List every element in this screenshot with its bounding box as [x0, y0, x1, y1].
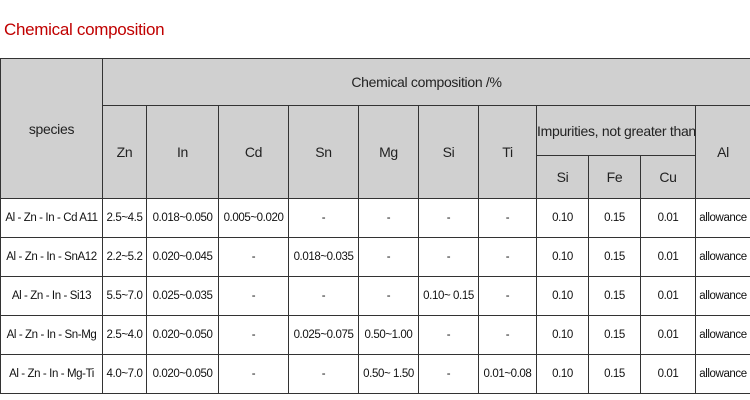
value-cell: 0.15: [588, 354, 641, 394]
value-cell: 2.2~5.2: [102, 237, 147, 277]
title: Chemical composition: [4, 20, 165, 39]
value-cell: 0.020~0.050: [146, 315, 219, 355]
value-cell: 0.01: [640, 237, 696, 277]
value-cell: 0.01: [640, 276, 696, 316]
value-cell: -: [478, 315, 537, 355]
impurity-header: Cu: [640, 155, 696, 199]
value-cell: -: [218, 276, 289, 316]
value-cell: 0.020~0.050: [146, 354, 219, 394]
composition-table: species Chemical composition /% Zn In Cd Sn…: [0, 58, 750, 394]
table-header: species Chemical composition /% Zn In Cd Sn…: [0, 58, 750, 199]
value-cell: -: [218, 354, 289, 394]
element-header: Sn: [288, 105, 359, 199]
value-cell: 4.0~7.0: [102, 354, 147, 394]
value-cell: 2.5~4.0: [102, 315, 147, 355]
value-cell: -: [218, 237, 289, 277]
value-cell: 0.50~1.00: [358, 315, 419, 355]
value-cell: -: [418, 354, 479, 394]
group-header: Chemical composition /%: [101, 58, 750, 106]
value-cell: 0.10: [536, 354, 589, 394]
value-cell: allowance: [694, 237, 750, 277]
impurities-header: Impurities, not greater than: [536, 105, 696, 156]
value-cell: 0.01: [640, 315, 696, 355]
value-cell: 0.15: [588, 198, 641, 238]
value-cell: allowance: [694, 276, 750, 316]
value-cell: 0.01: [640, 198, 696, 238]
element-header: In: [146, 105, 219, 199]
value-cell: 0.15: [588, 276, 641, 316]
element-header: Mg: [358, 105, 419, 199]
element-header: Zn: [102, 105, 147, 199]
value-cell: 0.10: [536, 276, 589, 316]
value-cell: 0.01~0.08: [478, 354, 537, 394]
value-cell: 0.10: [536, 315, 589, 355]
value-cell: allowance: [694, 354, 750, 394]
value-cell: 0.005~0.020: [218, 198, 289, 238]
value-cell: allowance: [694, 198, 750, 238]
value-cell: -: [288, 198, 359, 238]
value-cell: -: [478, 237, 537, 277]
value-cell: 0.15: [588, 315, 641, 355]
value-cell: -: [358, 198, 419, 238]
value-cell: 0.01: [640, 354, 696, 394]
value-cell: 0.10: [536, 237, 589, 277]
species-header: species: [0, 58, 103, 199]
table-row: Al - Zn - In - Mg-Ti 4.0~7.0 0.020~0.050- -…: [0, 354, 750, 394]
header-row: Si Fe Cu: [1, 155, 750, 199]
impurity-header: Si: [536, 155, 589, 199]
value-cell: 0.10: [536, 198, 589, 238]
table-row: Al - Zn - In - Si13 5.5~7.0 0.025~0.035- - -…: [0, 276, 750, 316]
value-cell: -: [358, 237, 419, 277]
table-row: Al - Zn - In - SnA12 2.2~5.2 0.020~0.045-0…: [0, 237, 750, 277]
value-cell: -: [418, 198, 479, 238]
value-cell: -: [358, 276, 419, 316]
balance-header: Al: [694, 105, 750, 199]
table-row: Al - Zn - In - Sn-Mg 2.5~4.0 0.020~0.050-0…: [0, 315, 750, 355]
element-header: Cd: [218, 105, 289, 199]
value-cell: -: [288, 354, 359, 394]
value-cell: 0.025~0.035: [146, 276, 219, 316]
species-cell: Al - Zn - In - Sn-Mg: [0, 315, 103, 355]
table-row: Al - Zn - In - Cd A11 2.5~4.5 0.018~0.050 0…: [0, 198, 750, 238]
impurity-header: Fe: [588, 155, 641, 199]
header-row: Zn In Cd Sn Mg Si Ti Impurities, not greater th…: [1, 105, 750, 199]
species-cell: Al - Zn - In - Cd A11: [0, 198, 103, 238]
value-cell: 0.018~0.035: [288, 237, 359, 277]
value-cell: -: [288, 276, 359, 316]
value-cell: -: [418, 315, 479, 355]
value-cell: -: [418, 237, 479, 277]
value-cell: -: [478, 198, 537, 238]
value-cell: 0.50~ 1.50: [358, 354, 419, 394]
value-cell: 0.025~0.075: [288, 315, 359, 355]
value-cell: 0.10~ 0.15: [418, 276, 479, 316]
value-cell: 0.15: [588, 237, 641, 277]
value-cell: 2.5~4.5: [102, 198, 147, 238]
table-body: Al - Zn - In - Cd A11 2.5~4.5 0.018~0.050 0…: [0, 198, 750, 394]
value-cell: allowance: [694, 315, 750, 355]
element-header: Ti: [478, 105, 537, 199]
species-cell: Al - Zn - In - SnA12: [0, 237, 103, 277]
value-cell: -: [218, 315, 289, 355]
header-row: species Chemical composition /%: [0, 58, 750, 199]
value-cell: 0.018~0.050: [146, 198, 219, 238]
value-cell: 5.5~7.0: [102, 276, 147, 316]
element-header: Si: [418, 105, 479, 199]
value-cell: -: [478, 276, 537, 316]
species-cell: Al - Zn - In - Mg-Ti: [0, 354, 103, 394]
species-cell: Al - Zn - In - Si13: [0, 276, 103, 316]
value-cell: 0.020~0.045: [146, 237, 219, 277]
